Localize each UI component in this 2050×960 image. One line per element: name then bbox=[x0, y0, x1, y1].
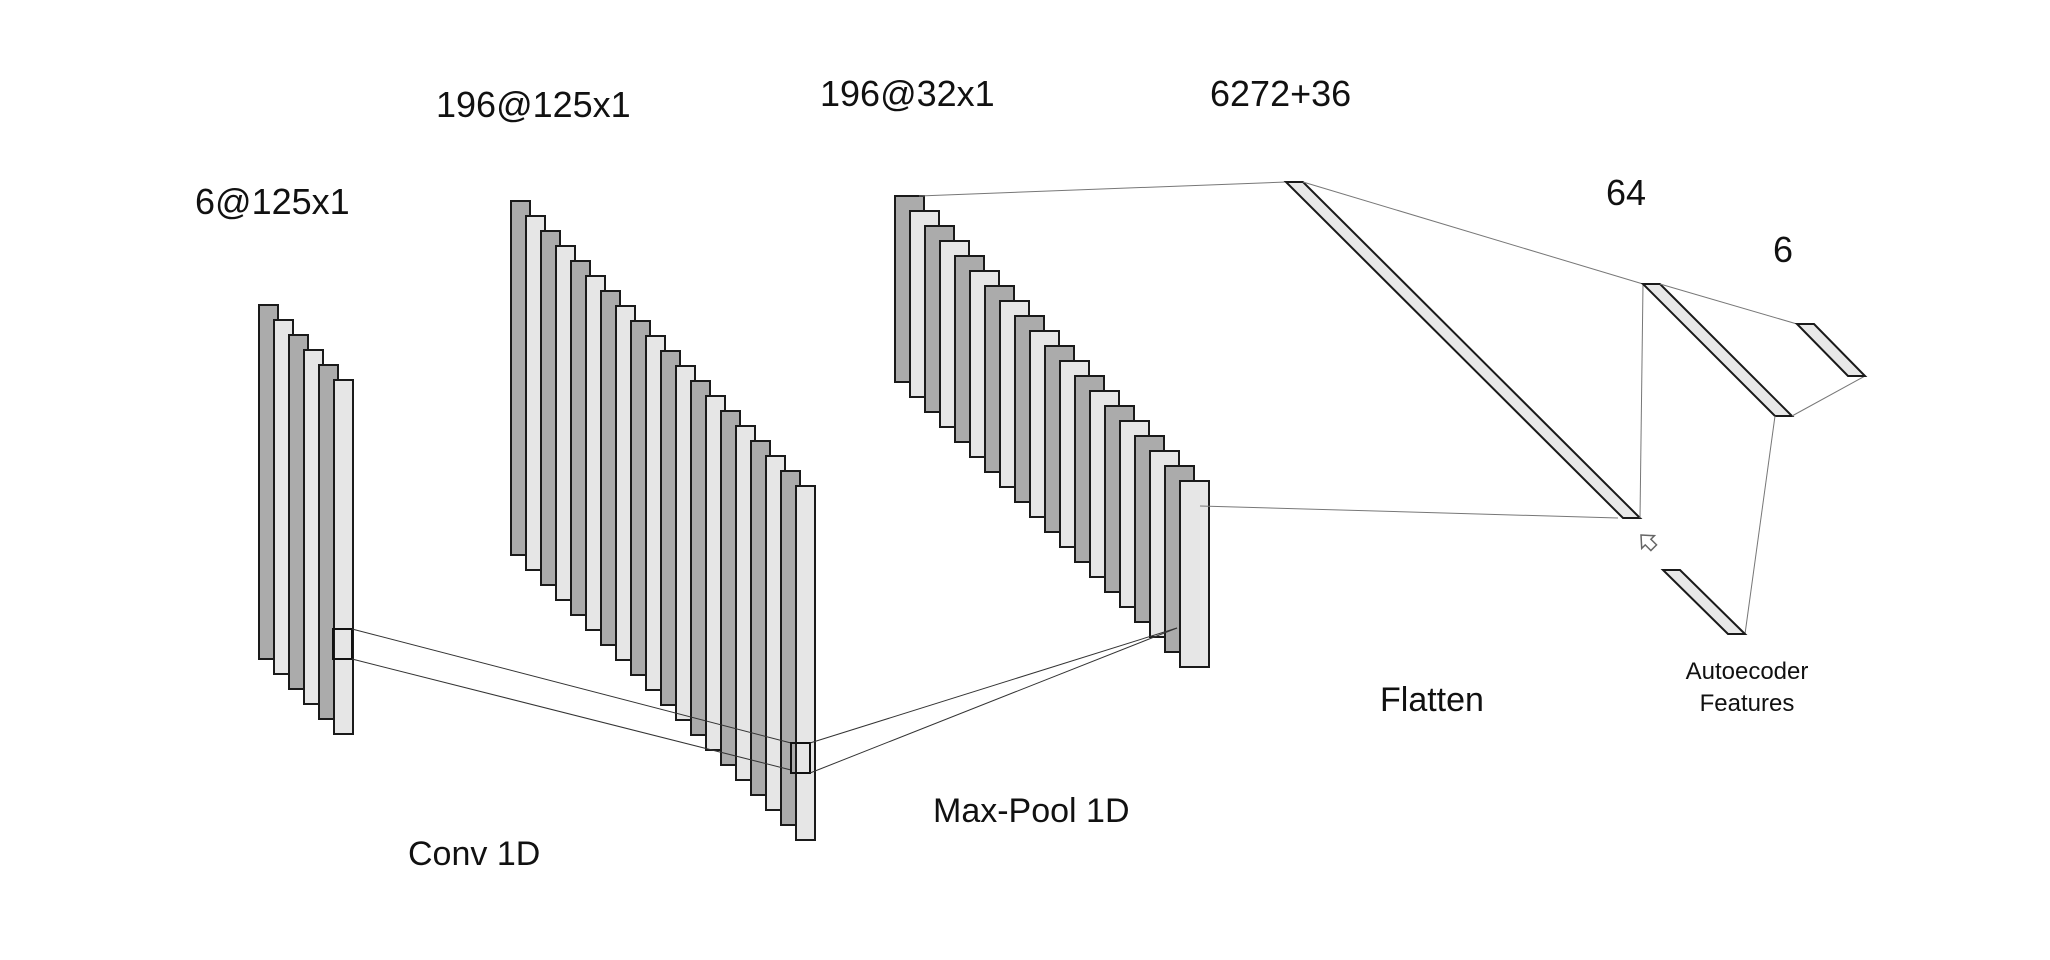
conv-operation-label: Conv 1D bbox=[408, 835, 540, 873]
pool-projection bbox=[809, 627, 1178, 774]
pool-operation-label: Max-Pool 1D bbox=[933, 792, 1130, 830]
autoencoder-features-bar bbox=[1660, 569, 1748, 635]
conv-feature-map-slab bbox=[795, 485, 816, 841]
dense-64-layer bbox=[1640, 283, 1795, 417]
pooled-feature-map-slab bbox=[1179, 480, 1210, 668]
flatten-operation-label: Flatten bbox=[1380, 681, 1484, 719]
dense-layer-label: 64 bbox=[1606, 172, 1646, 213]
arrow-cursor-icon bbox=[1640, 534, 1658, 552]
conv-kernel-box bbox=[790, 742, 811, 774]
input-feature-map-slab bbox=[333, 379, 354, 735]
flatten-layer-label: 6272+36 bbox=[1210, 73, 1351, 114]
input-layer-label: 6@125x1 bbox=[195, 181, 350, 222]
autoencoder-label-line1: Autoecoder bbox=[1686, 658, 1809, 685]
input-feature-maps bbox=[258, 304, 354, 735]
flatten-vector bbox=[1283, 181, 1643, 519]
output-connections bbox=[1659, 283, 1866, 417]
pool-layer-label: 196@32x1 bbox=[820, 73, 995, 114]
conv-feature-maps bbox=[510, 200, 816, 841]
conv-receptive-field bbox=[332, 628, 811, 774]
output-6-layer bbox=[1794, 323, 1868, 377]
autoencoder-label-line2: Features bbox=[1700, 690, 1795, 717]
flatten-connections bbox=[918, 181, 1619, 519]
output-layer-label: 6 bbox=[1773, 229, 1793, 270]
conv-layer-label: 196@125x1 bbox=[436, 84, 631, 125]
input-kernel-box bbox=[332, 628, 353, 660]
pooled-feature-maps bbox=[894, 195, 1210, 668]
dense-connections bbox=[1302, 181, 1644, 519]
